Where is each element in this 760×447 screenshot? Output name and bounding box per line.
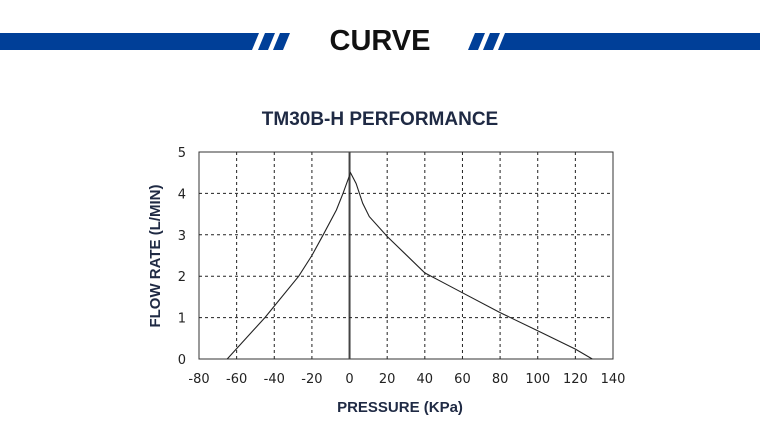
y-tick-label: 5 <box>178 146 186 161</box>
banner: CURVE <box>0 25 760 57</box>
x-tick-label: -40 <box>264 372 285 387</box>
x-tick-label: 60 <box>454 372 471 387</box>
banner-bar-left <box>0 33 259 50</box>
banner-slash-right-2 <box>483 33 500 50</box>
banner-bar-right <box>498 33 760 50</box>
x-tick-label: 20 <box>379 372 396 387</box>
y-tick-label: 1 <box>178 312 186 327</box>
y-tick-label: 2 <box>178 270 186 285</box>
flow-curve <box>226 171 593 360</box>
x-tick-label: -80 <box>188 372 209 387</box>
x-tick-label: -60 <box>226 372 247 387</box>
y-tick-label: 3 <box>178 229 186 244</box>
chart-title: TM30B-H PERFORMANCE <box>262 109 498 130</box>
x-tick-label: 120 <box>563 372 588 387</box>
x-tick-label: 40 <box>417 372 434 387</box>
y-axis-label: FLOW RATE (L/MIN) <box>147 184 164 327</box>
banner-slash-left-2 <box>273 33 290 50</box>
x-tick-label: 140 <box>601 372 626 387</box>
banner-heading: CURVE <box>330 25 431 57</box>
x-axis-label: PRESSURE (KPa) <box>337 399 463 416</box>
x-tick-label: -20 <box>301 372 322 387</box>
x-tick-label: 0 <box>345 372 353 387</box>
x-tick-label: 80 <box>492 372 509 387</box>
y-tick-label: 4 <box>178 187 186 202</box>
banner-slash-left-1 <box>258 33 275 50</box>
chart-grid <box>198 151 614 360</box>
chart-ticks: -80 -60 -40 -20 0 20 40 60 80 100 120 140 0 1 2 3 4 5 <box>178 146 626 387</box>
banner-slash-right-1 <box>468 33 485 50</box>
y-tick-label: 0 <box>178 353 186 368</box>
x-tick-label: 100 <box>525 372 550 387</box>
plot-frame <box>198 151 614 360</box>
